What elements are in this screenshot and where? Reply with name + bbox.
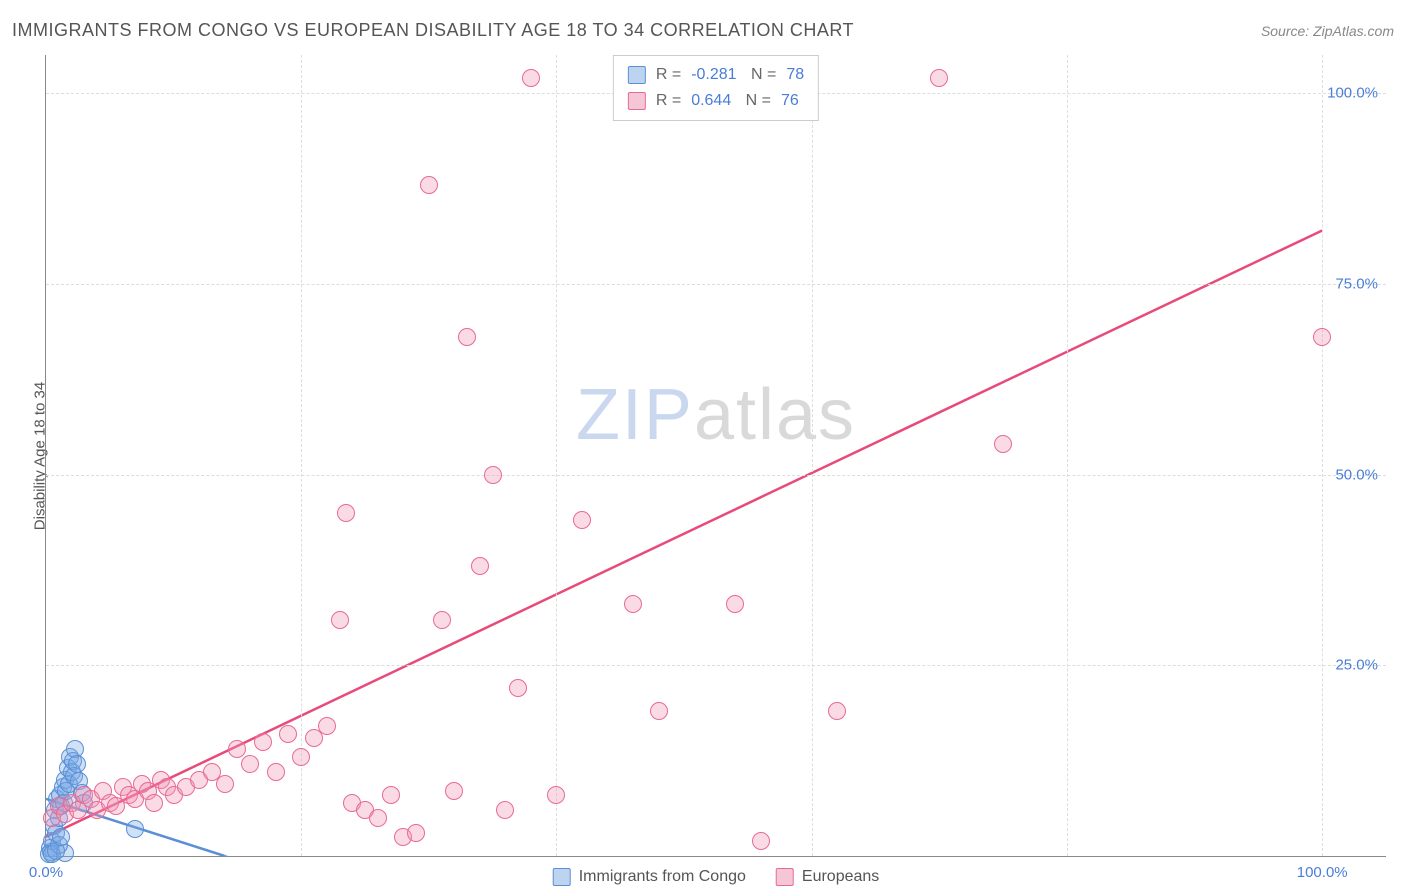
scatter-plot: ZIPatlas R = -0.281 N = 78 R = 0.644 N =… bbox=[45, 55, 1386, 857]
gridline-v bbox=[556, 55, 557, 856]
legend-item-europeans: Europeans bbox=[776, 868, 879, 886]
y-tick-label: 75.0% bbox=[1335, 275, 1378, 292]
data-point bbox=[445, 782, 463, 800]
gridline-v bbox=[301, 55, 302, 856]
data-point bbox=[52, 828, 70, 846]
data-point bbox=[522, 69, 540, 87]
data-point bbox=[420, 176, 438, 194]
data-point bbox=[828, 702, 846, 720]
data-point bbox=[241, 755, 259, 773]
data-point bbox=[407, 824, 425, 842]
gridline-v bbox=[1067, 55, 1068, 856]
x-tick-label: 100.0% bbox=[1297, 864, 1348, 881]
legend-row-congo: R = -0.281 N = 78 bbox=[628, 62, 804, 88]
data-point bbox=[547, 786, 565, 804]
swatch-congo bbox=[628, 66, 646, 84]
data-point bbox=[337, 504, 355, 522]
x-tick-label: 0.0% bbox=[29, 864, 63, 881]
data-point bbox=[433, 611, 451, 629]
data-point bbox=[994, 435, 1012, 453]
data-point bbox=[126, 820, 144, 838]
gridline-v bbox=[812, 55, 813, 856]
data-point bbox=[228, 740, 246, 758]
legend-row-europeans: R = 0.644 N = 76 bbox=[628, 88, 804, 114]
data-point bbox=[496, 801, 514, 819]
data-point bbox=[145, 794, 163, 812]
swatch-europeans-icon bbox=[776, 868, 794, 886]
correlation-legend: R = -0.281 N = 78 R = 0.644 N = 76 bbox=[613, 55, 819, 121]
data-point bbox=[369, 809, 387, 827]
data-point bbox=[458, 328, 476, 346]
y-tick-label: 100.0% bbox=[1327, 85, 1378, 102]
data-point bbox=[484, 466, 502, 484]
series-legend: Immigrants from Congo Europeans bbox=[553, 868, 880, 886]
data-point bbox=[650, 702, 668, 720]
gridline-h bbox=[46, 284, 1386, 285]
data-point bbox=[624, 595, 642, 613]
data-point bbox=[573, 511, 591, 529]
data-point bbox=[930, 69, 948, 87]
data-point bbox=[216, 775, 234, 793]
watermark: ZIPatlas bbox=[576, 374, 856, 456]
swatch-congo-icon bbox=[553, 868, 571, 886]
legend-item-congo: Immigrants from Congo bbox=[553, 868, 746, 886]
chart-title: IMMIGRANTS FROM CONGO VS EUROPEAN DISABI… bbox=[12, 20, 854, 41]
data-point bbox=[331, 611, 349, 629]
source-attribution: Source: ZipAtlas.com bbox=[1261, 23, 1394, 39]
y-tick-label: 25.0% bbox=[1335, 657, 1378, 674]
chart-area: Disability Age 18 to 34 ZIPatlas R = -0.… bbox=[45, 55, 1386, 857]
data-point bbox=[254, 733, 272, 751]
data-point bbox=[279, 725, 297, 743]
trend-lines bbox=[46, 55, 1386, 856]
data-point bbox=[292, 748, 310, 766]
y-tick-label: 50.0% bbox=[1335, 466, 1378, 483]
gridline-h bbox=[46, 665, 1386, 666]
data-point bbox=[471, 557, 489, 575]
data-point bbox=[318, 717, 336, 735]
data-point bbox=[752, 832, 770, 850]
gridline-v bbox=[1322, 55, 1323, 856]
data-point bbox=[382, 786, 400, 804]
swatch-europeans bbox=[628, 92, 646, 110]
data-point bbox=[509, 679, 527, 697]
gridline-h bbox=[46, 475, 1386, 476]
data-point bbox=[726, 595, 744, 613]
data-point bbox=[68, 755, 86, 773]
data-point bbox=[267, 763, 285, 781]
data-point bbox=[1313, 328, 1331, 346]
